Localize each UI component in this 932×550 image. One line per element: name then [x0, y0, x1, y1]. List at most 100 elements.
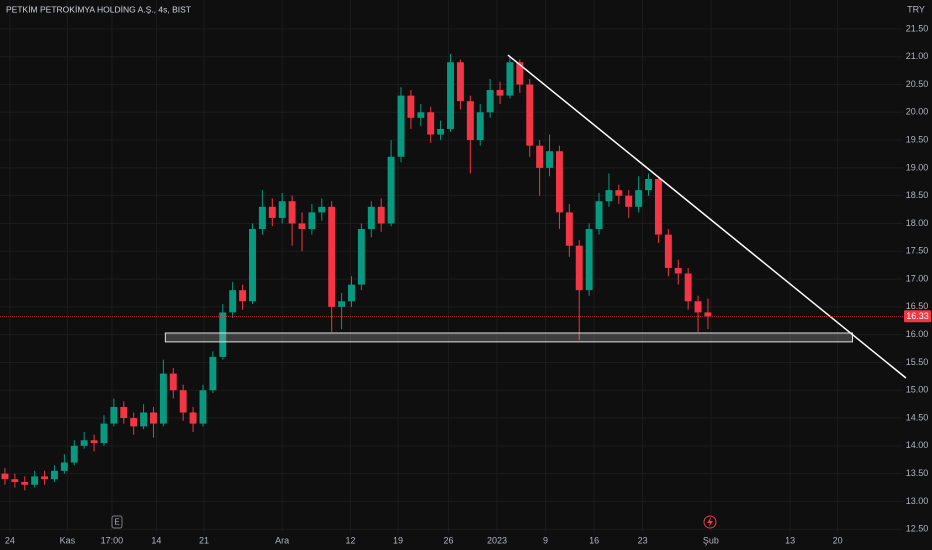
marker-circle: [703, 515, 717, 529]
candle-body: [397, 95, 405, 157]
y-tick-label: 18.50: [906, 190, 929, 200]
candle-body: [239, 290, 247, 302]
candle-body: [427, 112, 435, 135]
candle-body: [80, 440, 88, 446]
x-tick-label: Ara: [275, 535, 289, 545]
candle-body: [100, 423, 108, 444]
candle-body: [456, 62, 464, 102]
y-tick-label: 14.00: [906, 440, 929, 450]
candle-body: [169, 373, 177, 391]
y-tick-label: 19.00: [906, 162, 929, 172]
axes: 12.50 13.00 13.50 14.00 14.50 15.00 15.50 16.00…: [5, 23, 931, 545]
candle-body: [31, 476, 39, 485]
x-tick-label: 9: [543, 535, 548, 545]
candle-body: [150, 412, 157, 424]
candle-body: [41, 476, 49, 480]
plot: [0, 53, 907, 491]
candle-body: [407, 95, 415, 118]
candle-body: [258, 206, 266, 230]
candle-body: [674, 267, 682, 274]
candle-body: [476, 112, 484, 141]
x-tick-label: 16: [589, 535, 599, 545]
candle-body: [654, 179, 662, 235]
candle-body: [377, 206, 385, 224]
candle-body: [625, 195, 633, 207]
candle-body: [328, 206, 336, 307]
y-tick-label: 17.50: [906, 246, 929, 256]
last-price-label: 16.33: [906, 311, 929, 321]
candle-body: [288, 201, 296, 224]
candle-body: [536, 145, 544, 168]
candle-body: [179, 390, 187, 413]
x-tick-label: 17:00: [101, 535, 124, 545]
y-tick-label: 19.50: [906, 134, 929, 144]
candle-body: [298, 223, 306, 230]
candle-body: [526, 84, 534, 146]
candle-body: [506, 62, 514, 96]
y-tick-label: 18.00: [906, 218, 929, 228]
dividend-marker[interactable]: [703, 515, 717, 529]
candle-body: [120, 406, 128, 419]
candle-body: [318, 206, 326, 213]
candle-body: [308, 212, 316, 230]
last-price-box: [904, 310, 931, 323]
candle-body: [635, 190, 643, 207]
trend-line: [507, 54, 907, 379]
candle-body: [90, 440, 98, 444]
candle-body: [199, 390, 207, 424]
candle-body: [565, 212, 573, 246]
candle-body: [1, 473, 9, 480]
candle-body: [546, 151, 553, 168]
x-tick-label: 13: [785, 535, 795, 545]
candle-body: [140, 412, 148, 427]
currency-label: TRY: [907, 4, 925, 14]
x-tick-label: 2023: [487, 535, 507, 545]
y-tick-label: 17.00: [906, 273, 929, 283]
candle-body: [447, 62, 454, 129]
earnings-marker[interactable]: E: [114, 518, 119, 527]
x-tick-label: 21: [199, 535, 209, 545]
candle-body: [555, 151, 563, 213]
y-tick-label: 16.50: [906, 301, 929, 311]
candle-body: [387, 156, 395, 224]
x-tick-label: Şub: [703, 535, 719, 545]
x-tick-label: 12: [345, 535, 355, 545]
candle-body: [268, 206, 276, 218]
candle-body: [249, 229, 256, 302]
candle-body: [357, 229, 365, 285]
candle-body: [684, 273, 692, 302]
candle-body: [367, 206, 375, 230]
candle-body: [575, 245, 583, 291]
candle-body: [466, 101, 474, 141]
candle-body: [595, 201, 603, 230]
candle-body: [21, 481, 29, 485]
x-tick-label: 23: [638, 535, 648, 545]
candle-body: [130, 418, 138, 427]
y-tick-label: 15.50: [906, 357, 929, 367]
candle-body: [417, 112, 425, 118]
candle-body: [615, 190, 623, 196]
y-tick-label: 21.00: [906, 51, 929, 61]
x-tick-label: 19: [393, 535, 403, 545]
candle-body: [229, 290, 237, 313]
candle-body: [338, 301, 346, 307]
y-tick-label: 21.50: [906, 23, 929, 33]
candle-body: [159, 373, 167, 424]
lightning-icon: [707, 517, 713, 527]
grid: [0, 0, 903, 532]
candle-body: [50, 470, 58, 480]
y-tick-label: 14.50: [906, 412, 929, 422]
candle-body: [694, 301, 702, 313]
candle-body: [516, 62, 524, 85]
y-tick-label: 13.50: [906, 468, 929, 478]
candle-body: [605, 190, 613, 202]
x-tick-label: 26: [444, 535, 454, 545]
candle-body: [496, 90, 504, 96]
y-tick-label: 15.00: [906, 385, 929, 395]
y-tick-label: 20.50: [906, 79, 929, 89]
earnings-marker-box[interactable]: [111, 515, 123, 529]
x-tick-label: 24: [5, 535, 15, 545]
candle-body: [645, 179, 653, 191]
